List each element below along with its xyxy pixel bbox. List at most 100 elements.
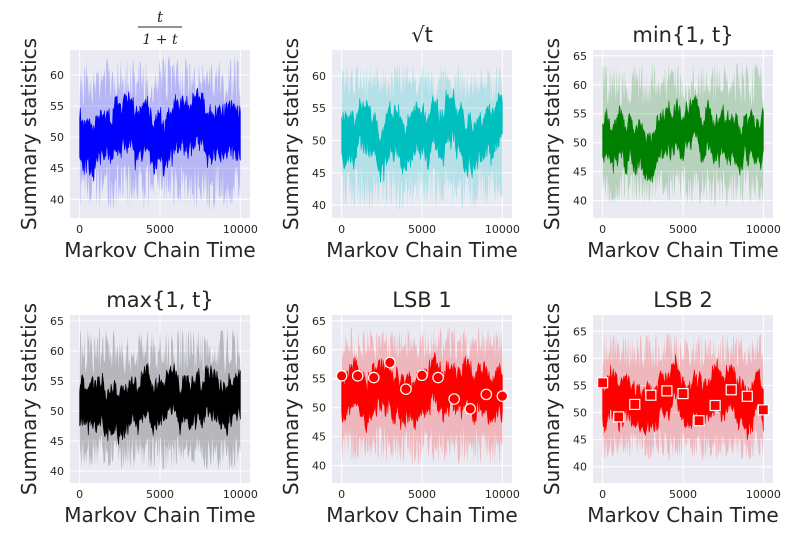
- square-marker: [725, 384, 737, 396]
- x-tick-label: 0: [599, 223, 606, 236]
- y-tick-label: 40: [312, 460, 326, 473]
- y-tick-label: 50: [573, 137, 587, 150]
- y-tick-label: 45: [50, 162, 64, 175]
- x-tick-label: 10000: [485, 223, 520, 236]
- y-tick-label: 50: [50, 131, 64, 144]
- panel-6: 0 5000 10000 40 45 50 55 60 65 Markov Chain Time S…: [540, 288, 781, 527]
- y-axis-label: Summary statistics: [17, 303, 41, 495]
- circle-marker: [351, 370, 364, 382]
- x-tick-label: 0: [76, 223, 83, 236]
- circle-marker: [448, 393, 460, 405]
- y-tick-label: 55: [573, 108, 587, 121]
- y-axis-label: Summary statistics: [540, 38, 564, 230]
- trace-core-band: [341, 88, 503, 183]
- x-axis-label: Markov Chain Time: [64, 503, 255, 527]
- y-tick-label: 60: [312, 344, 326, 357]
- chart-title: max{1, t}: [106, 288, 213, 312]
- circle-marker: [496, 390, 509, 402]
- x-tick-label: 5000: [669, 223, 697, 236]
- panel-2: 0 5000 10000 40 45 50 55 60 Markov Chain Time Sum…: [279, 23, 520, 262]
- y-tick-label: 65: [573, 50, 587, 63]
- x-axis-label: Markov Chain Time: [326, 503, 517, 527]
- circle-marker: [480, 388, 493, 401]
- y-tick-label: 60: [50, 69, 64, 82]
- square-marker: [757, 404, 769, 416]
- y-tick-label: 50: [50, 405, 64, 418]
- square-marker: [741, 390, 753, 402]
- square-marker: [645, 389, 657, 401]
- square-marker: [629, 398, 641, 411]
- y-tick-label: 50: [573, 407, 587, 420]
- y-axis-label: Summary statistics: [540, 303, 564, 495]
- x-axis-label: Markov Chain Time: [587, 238, 778, 262]
- chart-title: t 1 + t: [138, 8, 182, 48]
- circle-marker: [367, 371, 380, 384]
- y-tick-label: 50: [312, 134, 326, 147]
- square-marker: [661, 385, 673, 397]
- y-tick-label: 65: [573, 325, 587, 338]
- x-axis-label: Markov Chain Time: [326, 238, 517, 262]
- circle-marker: [432, 371, 444, 384]
- chart-title: min{1, t}: [632, 23, 733, 47]
- y-tick-label: 45: [573, 434, 587, 447]
- title-denominator: 1 + t: [142, 32, 178, 48]
- y-tick-label: 65: [50, 315, 64, 328]
- square-marker: [597, 377, 609, 389]
- panel-3: 0 5000 10000 40 45 50 55 60 65 Markov Chain Time S…: [540, 23, 781, 262]
- y-axis-label: Summary statistics: [279, 38, 303, 230]
- y-tick-label: 55: [50, 375, 64, 388]
- x-tick-label: 10000: [223, 488, 258, 501]
- x-tick-label: 5000: [669, 488, 697, 501]
- chart-title: LSB 1: [392, 288, 451, 312]
- square-marker: [693, 415, 705, 427]
- x-tick-label: 0: [338, 488, 345, 501]
- circle-marker: [464, 403, 477, 415]
- y-tick-label: 55: [573, 379, 587, 392]
- x-tick-label: 10000: [485, 488, 520, 501]
- y-tick-label: 55: [312, 373, 326, 386]
- circle-marker: [335, 370, 348, 382]
- x-tick-label: 0: [76, 488, 83, 501]
- y-tick-label: 45: [312, 167, 326, 180]
- circle-marker: [400, 383, 412, 395]
- y-axis-label: Summary statistics: [279, 303, 303, 495]
- square-marker: [677, 387, 689, 400]
- x-axis-label: Markov Chain Time: [64, 238, 255, 262]
- x-tick-label: 0: [599, 488, 606, 501]
- y-tick-label: 60: [312, 70, 326, 83]
- x-tick-label: 5000: [146, 223, 174, 236]
- y-tick-label: 40: [50, 465, 64, 478]
- y-tick-label: 60: [573, 352, 587, 365]
- trace-core-band: [602, 95, 764, 183]
- y-tick-label: 40: [573, 461, 587, 474]
- x-tick-label: 5000: [408, 488, 436, 501]
- y-tick-label: 45: [312, 431, 326, 444]
- x-tick-label: 5000: [408, 223, 436, 236]
- circle-marker: [384, 356, 396, 369]
- panel-4: 0 5000 10000 40 45 50 55 60 65 Markov Chain Time S…: [17, 288, 258, 527]
- y-tick-label: 40: [573, 195, 587, 208]
- x-tick-label: 10000: [746, 223, 781, 236]
- trace-core-band: [79, 362, 241, 445]
- y-tick-label: 60: [50, 345, 64, 358]
- y-tick-label: 55: [50, 100, 64, 113]
- x-axis-label: Markov Chain Time: [587, 503, 778, 527]
- title-numerator: t: [157, 8, 164, 26]
- y-tick-label: 55: [312, 102, 326, 115]
- x-tick-label: 0: [338, 223, 345, 236]
- x-tick-label: 10000: [223, 223, 258, 236]
- y-tick-label: 65: [312, 315, 326, 328]
- y-tick-label: 45: [50, 435, 64, 448]
- y-tick-label: 40: [312, 199, 326, 212]
- panel-5: 0 5000 10000 40 45 50 55 60 65 Markov Chain Time S…: [279, 288, 520, 527]
- square-marker: [709, 399, 721, 412]
- y-tick-label: 40: [50, 193, 64, 206]
- trace-core-band: [341, 352, 503, 433]
- chart-title: √t: [411, 23, 433, 47]
- square-marker: [613, 411, 625, 423]
- y-tick-label: 60: [573, 79, 587, 92]
- y-tick-label: 50: [312, 402, 326, 415]
- panel-1: 0 5000 10000 40 45 50 55 60 Markov Chain Time Sum…: [17, 8, 258, 262]
- x-tick-label: 5000: [146, 488, 174, 501]
